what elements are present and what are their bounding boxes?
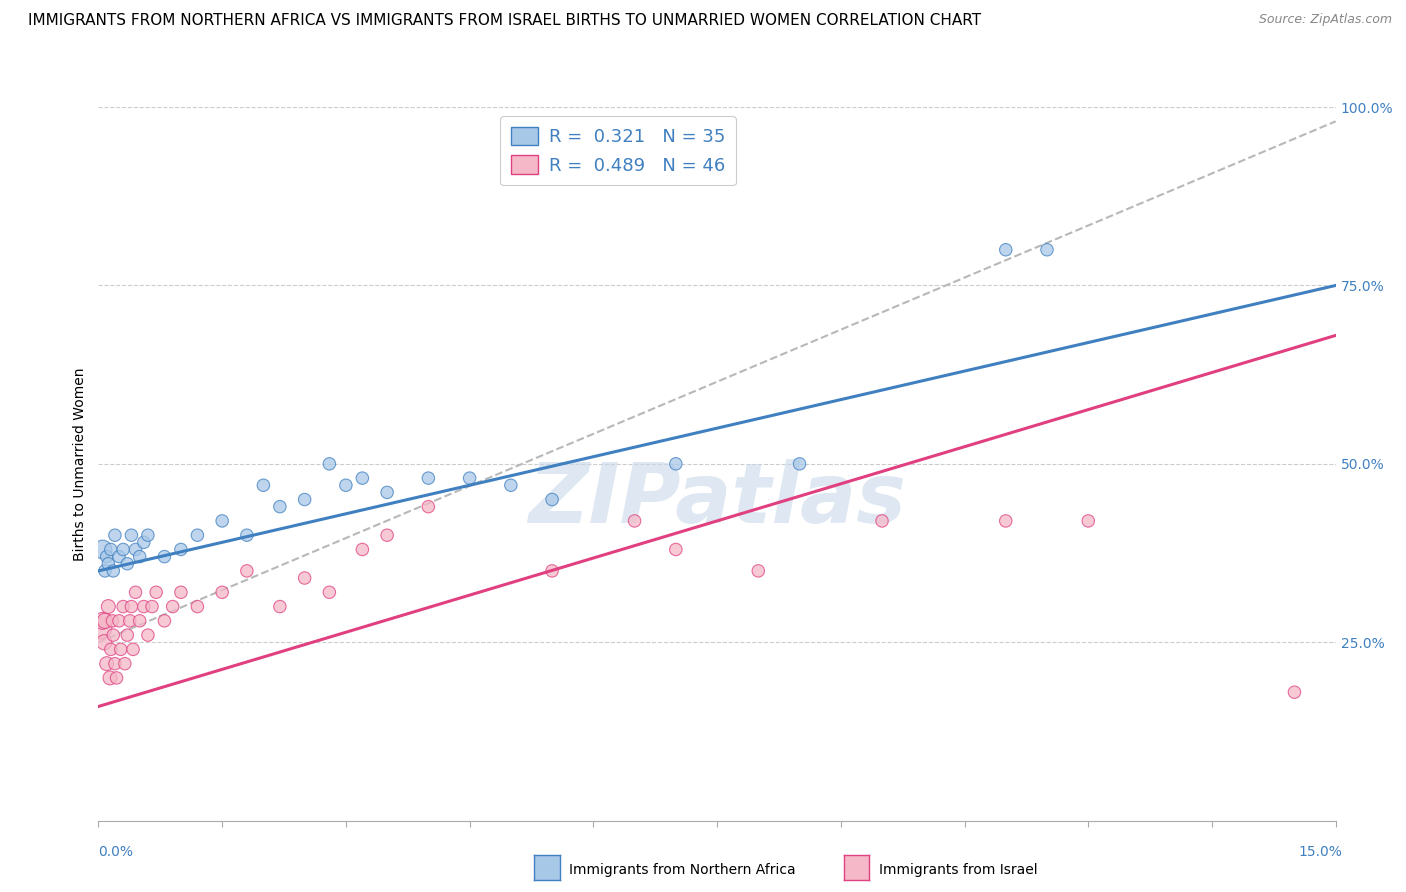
Point (541, 492, 564, 507)
Point (128, 614, 150, 628)
Point (97, 557, 120, 571)
Point (110, 642, 132, 657)
Point (236, 564, 259, 578)
Point (789, 457, 811, 471)
Point (120, 599, 142, 614)
Point (136, 628, 159, 642)
Text: 0.0%: 0.0% (98, 845, 134, 859)
Point (122, 642, 145, 657)
Point (1077, 514, 1099, 528)
Y-axis label: Births to Unmarried Women: Births to Unmarried Women (73, 368, 87, 560)
Point (170, 542, 193, 557)
Point (211, 514, 233, 528)
Point (98, 671, 121, 685)
Legend: R =  0.321   N = 35, R =  0.489   N = 46: R = 0.321 N = 35, R = 0.489 N = 46 (501, 116, 737, 186)
Point (96, 657, 118, 671)
Point (104, 657, 127, 671)
Point (186, 599, 208, 614)
Point (1284, 685, 1306, 699)
Point (96, 549, 118, 564)
Point (90, 621, 112, 635)
Point (335, 478, 357, 492)
Point (418, 471, 440, 485)
Point (252, 478, 274, 492)
Point (1036, 243, 1059, 257)
Point (153, 614, 176, 628)
Point (352, 471, 374, 485)
Point (747, 564, 769, 578)
Text: Immigrants from Israel: Immigrants from Israel (879, 863, 1038, 877)
Point (132, 599, 155, 614)
Point (269, 599, 291, 614)
Text: IMMIGRANTS FROM NORTHERN AFRICA VS IMMIGRANTS FROM ISRAEL BIRTHS TO UNMARRIED WO: IMMIGRANTS FROM NORTHERN AFRICA VS IMMIG… (28, 13, 981, 29)
Point (136, 528, 159, 542)
Point (105, 671, 128, 685)
Point (108, 614, 131, 628)
Point (120, 528, 142, 542)
Point (112, 542, 135, 557)
Point (269, 500, 291, 514)
Point (318, 457, 340, 471)
Point (665, 457, 688, 471)
Point (145, 585, 167, 599)
Point (994, 514, 1017, 528)
Point (870, 514, 893, 528)
Point (101, 614, 124, 628)
Text: Immigrants from Northern Africa: Immigrants from Northern Africa (569, 863, 796, 877)
Text: Source: ZipAtlas.com: Source: ZipAtlas.com (1258, 13, 1392, 27)
Point (117, 557, 139, 571)
Point (375, 485, 398, 500)
Point (103, 628, 125, 642)
Point (294, 571, 316, 585)
Point (128, 549, 150, 564)
Point (91, 542, 114, 557)
Point (100, 542, 122, 557)
Point (153, 549, 176, 564)
Point (418, 500, 440, 514)
Point (623, 514, 645, 528)
Point (352, 542, 374, 557)
Point (162, 599, 184, 614)
Point (141, 599, 163, 614)
Point (211, 585, 233, 599)
Point (170, 585, 193, 599)
Point (117, 628, 139, 642)
Point (375, 528, 398, 542)
Point (112, 599, 135, 614)
Point (124, 542, 146, 557)
Point (294, 492, 316, 507)
Point (114, 657, 136, 671)
Point (458, 471, 481, 485)
Point (93, 635, 115, 649)
Point (108, 549, 131, 564)
Point (186, 528, 208, 542)
Point (994, 243, 1017, 257)
Point (103, 564, 125, 578)
Point (104, 528, 127, 542)
Point (132, 535, 155, 549)
Point (94, 614, 117, 628)
Point (100, 642, 122, 657)
Point (665, 542, 688, 557)
Point (499, 478, 522, 492)
Text: ZIPatlas: ZIPatlas (529, 459, 905, 540)
Point (118, 614, 141, 628)
Point (91, 614, 114, 628)
Point (318, 585, 340, 599)
Point (124, 585, 146, 599)
Point (541, 564, 564, 578)
Point (236, 528, 259, 542)
Point (94, 564, 117, 578)
Point (97, 599, 120, 614)
Text: 15.0%: 15.0% (1299, 845, 1343, 859)
